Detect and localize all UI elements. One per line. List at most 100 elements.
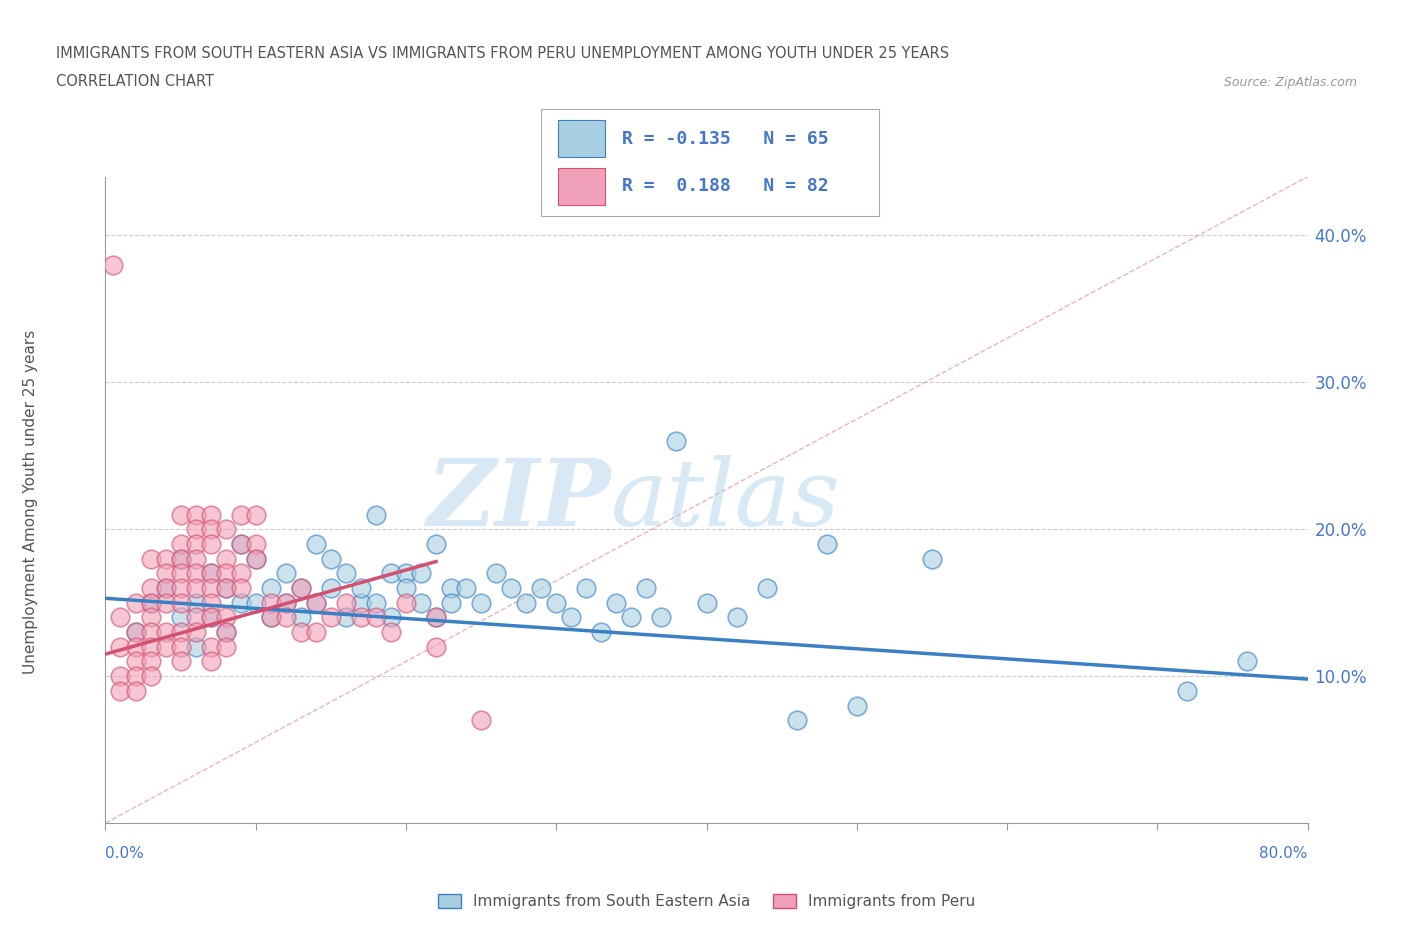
Point: [305, 537, 328, 551]
Point: [169, 610, 191, 625]
Point: [229, 580, 252, 595]
Point: [139, 551, 162, 566]
Text: Source: ZipAtlas.com: Source: ZipAtlas.com: [1223, 75, 1357, 88]
Point: [515, 595, 537, 610]
Point: [229, 507, 252, 522]
Point: [184, 625, 207, 640]
Point: [305, 625, 328, 640]
Point: [229, 565, 252, 580]
Point: [110, 669, 132, 684]
Point: [395, 580, 418, 595]
Point: [350, 610, 373, 625]
Point: [214, 522, 236, 537]
Point: [101, 258, 124, 272]
Text: R = -0.135   N = 65: R = -0.135 N = 65: [623, 130, 830, 148]
Point: [184, 537, 207, 551]
Point: [169, 580, 191, 595]
Point: [501, 580, 523, 595]
Point: [155, 580, 177, 595]
Point: [696, 595, 718, 610]
Point: [124, 625, 146, 640]
Point: [124, 639, 146, 654]
Point: [485, 565, 508, 580]
Point: [364, 610, 387, 625]
Point: [229, 537, 252, 551]
Point: [350, 595, 373, 610]
Point: [290, 580, 312, 595]
Point: [575, 580, 598, 595]
Point: [409, 595, 432, 610]
Point: [169, 639, 191, 654]
Point: [319, 580, 342, 595]
Point: [139, 595, 162, 610]
Point: [214, 565, 236, 580]
Point: [184, 522, 207, 537]
Point: [110, 684, 132, 698]
Point: [260, 580, 283, 595]
Point: [454, 580, 477, 595]
Point: [155, 625, 177, 640]
Text: 0.0%: 0.0%: [105, 846, 145, 861]
Point: [139, 595, 162, 610]
Point: [290, 610, 312, 625]
Point: [169, 565, 191, 580]
Point: [139, 580, 162, 595]
Point: [184, 595, 207, 610]
Point: [169, 507, 191, 522]
Point: [395, 595, 418, 610]
Point: [214, 625, 236, 640]
Point: [425, 610, 447, 625]
Point: [124, 654, 146, 669]
Point: [560, 610, 582, 625]
Point: [200, 565, 222, 580]
Point: [470, 712, 492, 727]
Point: [214, 610, 236, 625]
Point: [1175, 684, 1198, 698]
Point: [245, 537, 267, 551]
Point: [139, 654, 162, 669]
Point: [274, 610, 297, 625]
Point: [380, 625, 402, 640]
Point: [124, 669, 146, 684]
Point: [110, 610, 132, 625]
Point: [319, 610, 342, 625]
Point: [335, 610, 357, 625]
Point: [440, 580, 463, 595]
Text: atlas: atlas: [610, 455, 839, 545]
Point: [200, 507, 222, 522]
Point: [335, 595, 357, 610]
Point: [440, 595, 463, 610]
Point: [425, 639, 447, 654]
Point: [409, 565, 432, 580]
Point: [245, 595, 267, 610]
Point: [139, 610, 162, 625]
Point: [650, 610, 672, 625]
Point: [139, 639, 162, 654]
Point: [425, 610, 447, 625]
Point: [546, 595, 568, 610]
Point: [921, 551, 943, 566]
Point: [364, 595, 387, 610]
Point: [155, 551, 177, 566]
Point: [139, 669, 162, 684]
Point: [229, 537, 252, 551]
Point: [184, 580, 207, 595]
Point: [200, 537, 222, 551]
Point: [260, 610, 283, 625]
Point: [380, 565, 402, 580]
Point: [214, 580, 236, 595]
Point: [274, 595, 297, 610]
Text: ZIP: ZIP: [426, 455, 610, 545]
Point: [245, 551, 267, 566]
Point: [200, 595, 222, 610]
Point: [335, 565, 357, 580]
Point: [184, 639, 207, 654]
Point: [530, 580, 553, 595]
Text: CORRELATION CHART: CORRELATION CHART: [56, 73, 214, 88]
Point: [169, 595, 191, 610]
Point: [139, 625, 162, 640]
Point: [184, 610, 207, 625]
Point: [305, 595, 328, 610]
FancyBboxPatch shape: [558, 167, 606, 205]
Point: [245, 551, 267, 566]
